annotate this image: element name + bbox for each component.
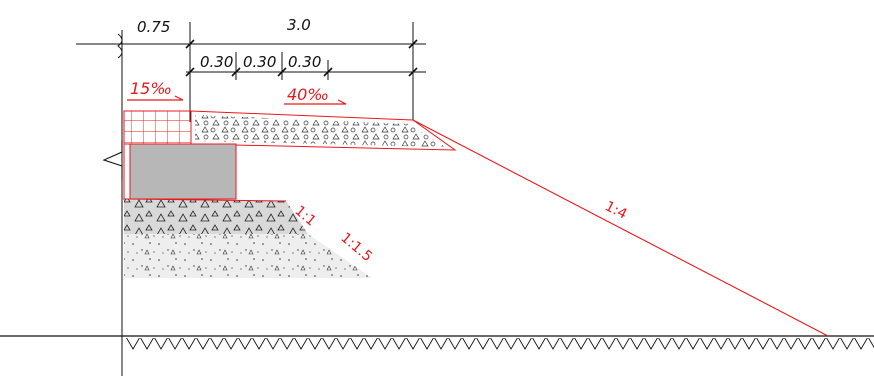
sidewalk-paving	[123, 110, 192, 145]
axis-break-top	[117, 33, 123, 59]
ground-hatch	[126, 338, 874, 350]
grade-label-left: 15‰	[130, 79, 172, 98]
slope-label-embankment: 1:4	[602, 198, 629, 223]
foundation-block	[129, 143, 237, 200]
grade-arrow-right	[284, 99, 347, 105]
dimension-label-sub2: 0.30	[243, 53, 276, 71]
dimension-label-sub1: 0.30	[200, 53, 233, 71]
ground	[0, 335, 874, 350]
pavement-texture	[195, 115, 445, 147]
dimension-label-left: 0.75	[137, 18, 170, 36]
embankment-slope-line	[412, 119, 829, 337]
grade-label-right: 40‰	[287, 85, 329, 104]
dimension-label-sub3: 0.30	[288, 53, 321, 71]
grade-arrow-left	[127, 95, 184, 101]
dimension-label-total: 3.0	[287, 16, 311, 34]
dimension-lines	[76, 22, 426, 122]
base-layer-lower-texture	[124, 234, 372, 278]
base-layer-upper-texture	[124, 199, 308, 234]
break-symbol	[102, 140, 123, 180]
